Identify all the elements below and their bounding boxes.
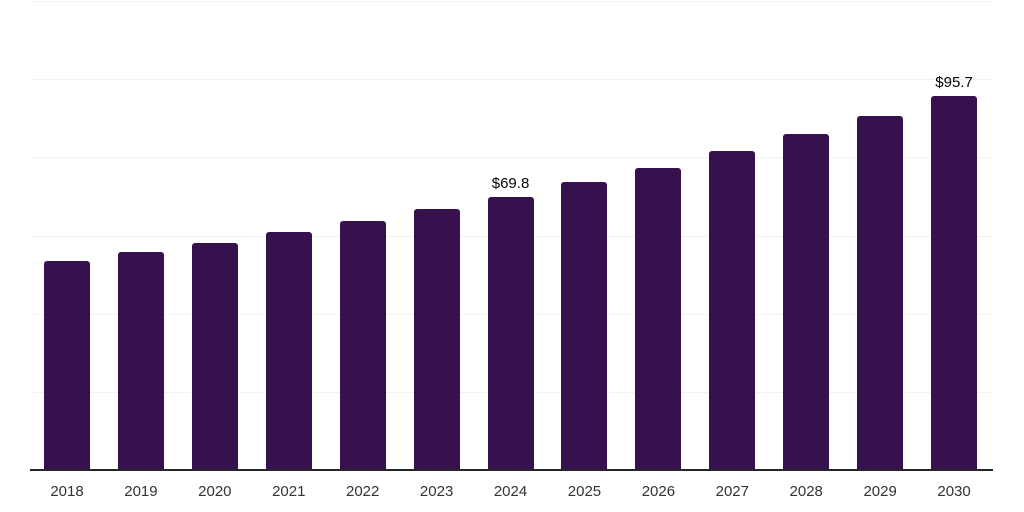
plot-area: $69.8 $95.7 bbox=[30, 1, 991, 470]
x-tick-label-2021: 2021 bbox=[272, 483, 306, 500]
x-axis-tick-labels: 2018 2019 2020 2021 2022 2023 2024 2025 2026 2027… bbox=[30, 483, 991, 503]
gridline-120 bbox=[30, 1, 991, 2]
x-axis-line bbox=[30, 469, 993, 471]
x-tick-label-2024: 2024 bbox=[493, 483, 528, 500]
x-tick-label-2030: 2030 bbox=[937, 483, 971, 500]
gridline-80 bbox=[30, 157, 991, 159]
bar-2018 bbox=[43, 260, 90, 470]
bar-2020 bbox=[191, 242, 238, 470]
bar-2022 bbox=[339, 221, 386, 470]
x-tick-label-2018: 2018 bbox=[50, 483, 84, 500]
bar-2021 bbox=[265, 232, 312, 470]
bar-2019 bbox=[117, 251, 164, 470]
x-tick-label-2027: 2027 bbox=[715, 483, 749, 500]
bar-2026 bbox=[635, 168, 682, 470]
bar-2024 bbox=[487, 197, 534, 470]
value-label-2024: $69.8 bbox=[491, 175, 530, 193]
x-tick-label-2025: 2025 bbox=[567, 483, 602, 500]
bar-2030 bbox=[931, 95, 978, 470]
value-label-2030: $95.7 bbox=[935, 73, 973, 91]
bar-2027 bbox=[709, 151, 756, 470]
x-tick-label-2022: 2022 bbox=[346, 483, 380, 500]
bar-2023 bbox=[413, 209, 460, 470]
gridline-100 bbox=[30, 79, 991, 81]
bar-2028 bbox=[783, 134, 830, 470]
x-tick-label-2023: 2023 bbox=[419, 483, 454, 500]
bar-2025 bbox=[561, 182, 608, 470]
x-tick-label-2026: 2026 bbox=[641, 483, 676, 500]
x-tick-label-2029: 2029 bbox=[863, 483, 897, 500]
x-tick-label-2019: 2019 bbox=[124, 483, 158, 500]
x-tick-label-2020: 2020 bbox=[198, 483, 232, 500]
x-tick-label-2028: 2028 bbox=[789, 483, 823, 500]
bar-2029 bbox=[857, 115, 904, 470]
